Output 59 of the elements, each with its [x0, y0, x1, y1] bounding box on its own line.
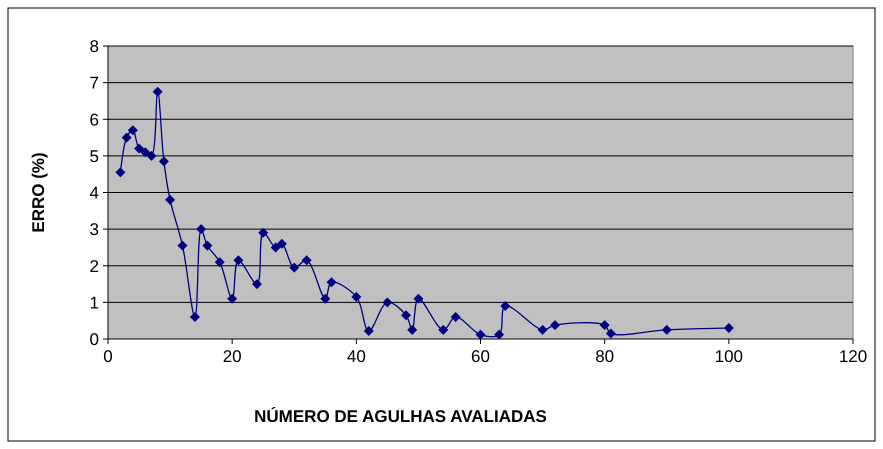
- point: [500, 301, 510, 312]
- point: [407, 324, 418, 335]
- point: [302, 255, 312, 266]
- y-axis-title: ERRO (%): [29, 152, 48, 233]
- point: [140, 147, 150, 158]
- point: [476, 330, 486, 340]
- point: [438, 324, 448, 335]
- y-tick-label: 3: [90, 220, 99, 240]
- y-tick-label: 7: [90, 74, 99, 93]
- point: [276, 238, 287, 249]
- point: [190, 312, 200, 322]
- point: [550, 320, 560, 330]
- x-tick-label: 40: [346, 347, 366, 366]
- y-tick-label: 1: [90, 293, 99, 312]
- point: [351, 292, 362, 302]
- x-axis-title: NÚMERO DE AGULHAS AVALIADAS: [254, 406, 547, 426]
- point: [115, 167, 126, 178]
- y-tick-label: 6: [90, 110, 99, 130]
- point: [270, 242, 281, 252]
- x-tick-label: 120: [838, 347, 868, 366]
- y-tick-label: 5: [90, 146, 99, 166]
- point: [258, 228, 268, 238]
- point: [227, 294, 238, 304]
- point: [538, 324, 548, 335]
- point: [146, 150, 156, 161]
- point: [202, 240, 212, 251]
- point: [662, 324, 672, 335]
- point: [122, 132, 132, 143]
- x-tick-label: 0: [103, 347, 113, 366]
- point: [252, 279, 262, 290]
- point: [320, 294, 330, 304]
- point: [233, 255, 244, 266]
- point: [326, 277, 336, 288]
- point: [606, 328, 616, 339]
- point: [724, 323, 734, 334]
- point: [128, 125, 138, 136]
- y-tick-label: 2: [90, 256, 99, 276]
- point: [196, 224, 206, 234]
- x-tick-label: 100: [714, 347, 744, 366]
- x-tick-label: 60: [471, 347, 490, 366]
- x-tick-label: 20: [222, 347, 242, 366]
- point: [152, 86, 163, 97]
- point: [165, 194, 176, 205]
- point: [494, 330, 504, 340]
- point: [450, 312, 461, 322]
- point: [214, 257, 225, 268]
- point: [413, 294, 424, 304]
- y-tick-label: 8: [90, 37, 99, 56]
- y-tick-label: 4: [90, 184, 99, 202]
- point: [401, 310, 411, 320]
- point: [178, 240, 188, 251]
- x-tick-label: 80: [595, 347, 614, 366]
- point: [158, 156, 169, 166]
- point: [289, 262, 300, 273]
- point: [364, 326, 374, 336]
- point: [134, 144, 144, 154]
- point: [382, 297, 392, 308]
- y-tick-label: 0: [90, 330, 99, 349]
- point: [600, 320, 610, 330]
